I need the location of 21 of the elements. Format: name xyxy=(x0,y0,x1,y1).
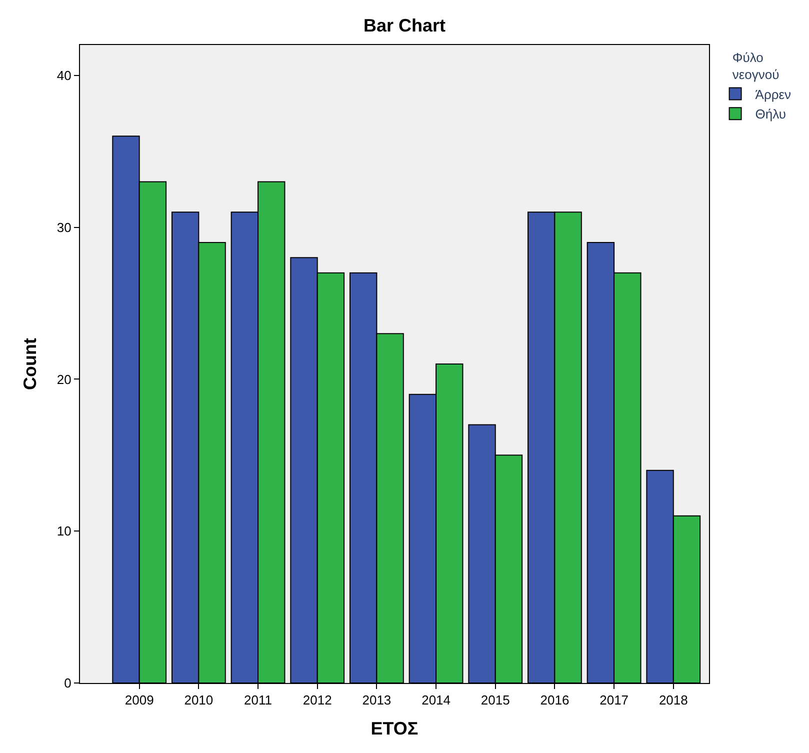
x-tick-label: 2009 xyxy=(124,692,154,708)
y-tick-label: 40 xyxy=(56,68,72,83)
legend-label: Άρρεν xyxy=(755,86,792,102)
x-tick-label: 2013 xyxy=(362,692,392,708)
y-tick-label: 0 xyxy=(64,676,72,691)
y-tick-label: 30 xyxy=(56,220,72,235)
legend-label: Θήλυ xyxy=(755,106,786,122)
x-tick-label: 2012 xyxy=(302,692,332,708)
x-tick-label: 2014 xyxy=(422,692,450,708)
x-axis-title: ΕΤΟΣ xyxy=(370,718,418,739)
chart-title: Bar Chart xyxy=(363,15,446,36)
y-tick-label: 20 xyxy=(56,372,72,387)
x-tick-label: 2011 xyxy=(244,692,272,708)
x-tick-label: 2018 xyxy=(658,692,688,708)
x-tick-label: 2015 xyxy=(480,692,510,708)
x-tick-label: 2017 xyxy=(600,692,629,708)
y-tick-label: 10 xyxy=(56,524,72,539)
x-tick-label: 2016 xyxy=(540,692,570,708)
y-axis-title: Count xyxy=(20,338,40,390)
x-tick-label: 2010 xyxy=(184,692,214,708)
legend-title: Φύλο νεογνού xyxy=(732,50,780,82)
